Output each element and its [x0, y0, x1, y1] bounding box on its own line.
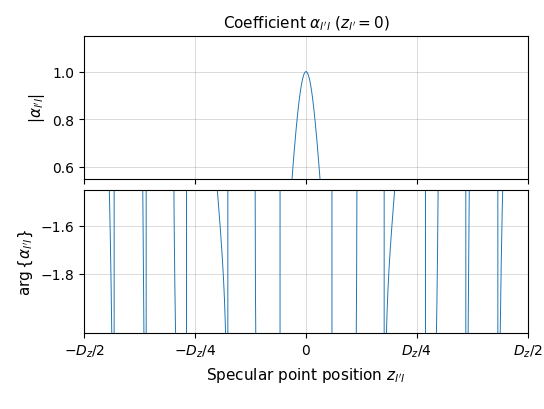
Y-axis label: $|\alpha_{l'l}|$: $|\alpha_{l'l}|$: [27, 93, 47, 123]
X-axis label: Specular point position $z_{l'l}$: Specular point position $z_{l'l}$: [206, 365, 406, 384]
Title: Coefficient $\alpha_{l'l}$ ($z_{l'} = 0$): Coefficient $\alpha_{l'l}$ ($z_{l'} = 0$…: [222, 15, 390, 33]
Y-axis label: $\arg\{\alpha_{l'l}\}$: $\arg\{\alpha_{l'l}\}$: [17, 229, 35, 295]
